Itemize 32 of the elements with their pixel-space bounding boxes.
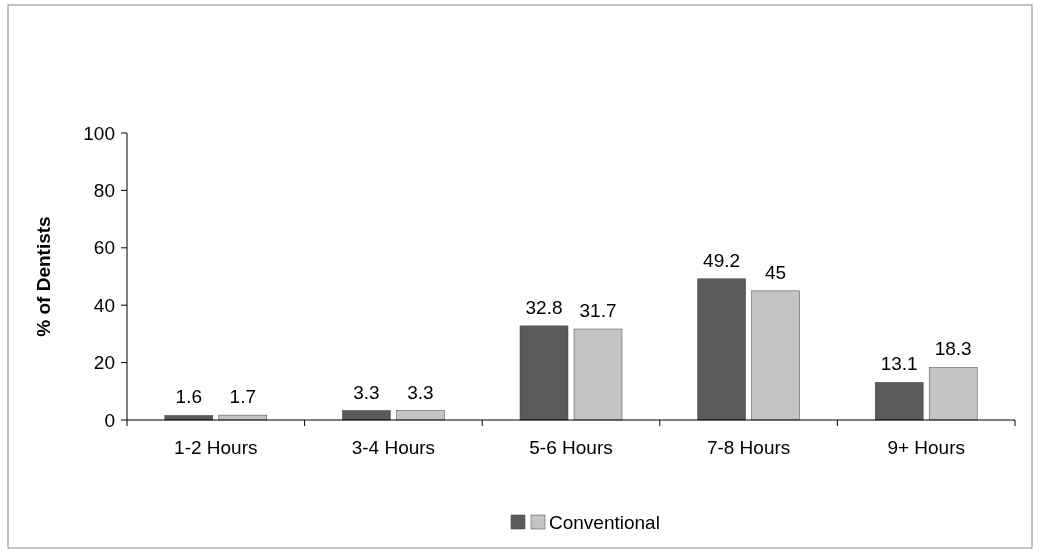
x-tick-label: 3-4 Hours [351,437,436,458]
legend-label: Conventional [549,511,660,533]
bar [751,290,800,421]
bar [218,414,268,421]
bar [928,367,978,421]
bar [342,410,391,421]
data-label: 1.6 [175,386,203,408]
x-tick-label: 7-8 Hours [706,437,791,458]
data-label: 1.7 [229,386,257,408]
y-tick-label: 100 [83,122,115,144]
bar [519,325,569,421]
y-tick-label: 60 [93,237,115,259]
data-label: 3.3 [407,381,434,403]
data-label: 13.1 [880,353,918,375]
data-label: 3.3 [353,381,380,403]
y-tick-label: 20 [93,352,115,374]
x-tick-label: 5-6 Hours [529,437,613,458]
y-tick-label: 0 [104,409,115,431]
y-tick-label: 40 [93,294,115,316]
data-label: 32.8 [525,296,563,318]
y-tick-label: 80 [93,180,115,202]
x-tick-label: 1-2 Hours [174,437,258,458]
bar [697,278,746,421]
data-label: 18.3 [934,338,972,360]
y-axis-title: % of Dentists [33,216,54,337]
data-label: 31.7 [579,300,617,322]
data-label: 49.2 [703,249,741,271]
bar [573,328,623,421]
bar [396,410,445,421]
x-tick-label: 9+ Hours [887,437,966,458]
data-label: 45 [765,261,787,283]
bar [874,382,924,421]
